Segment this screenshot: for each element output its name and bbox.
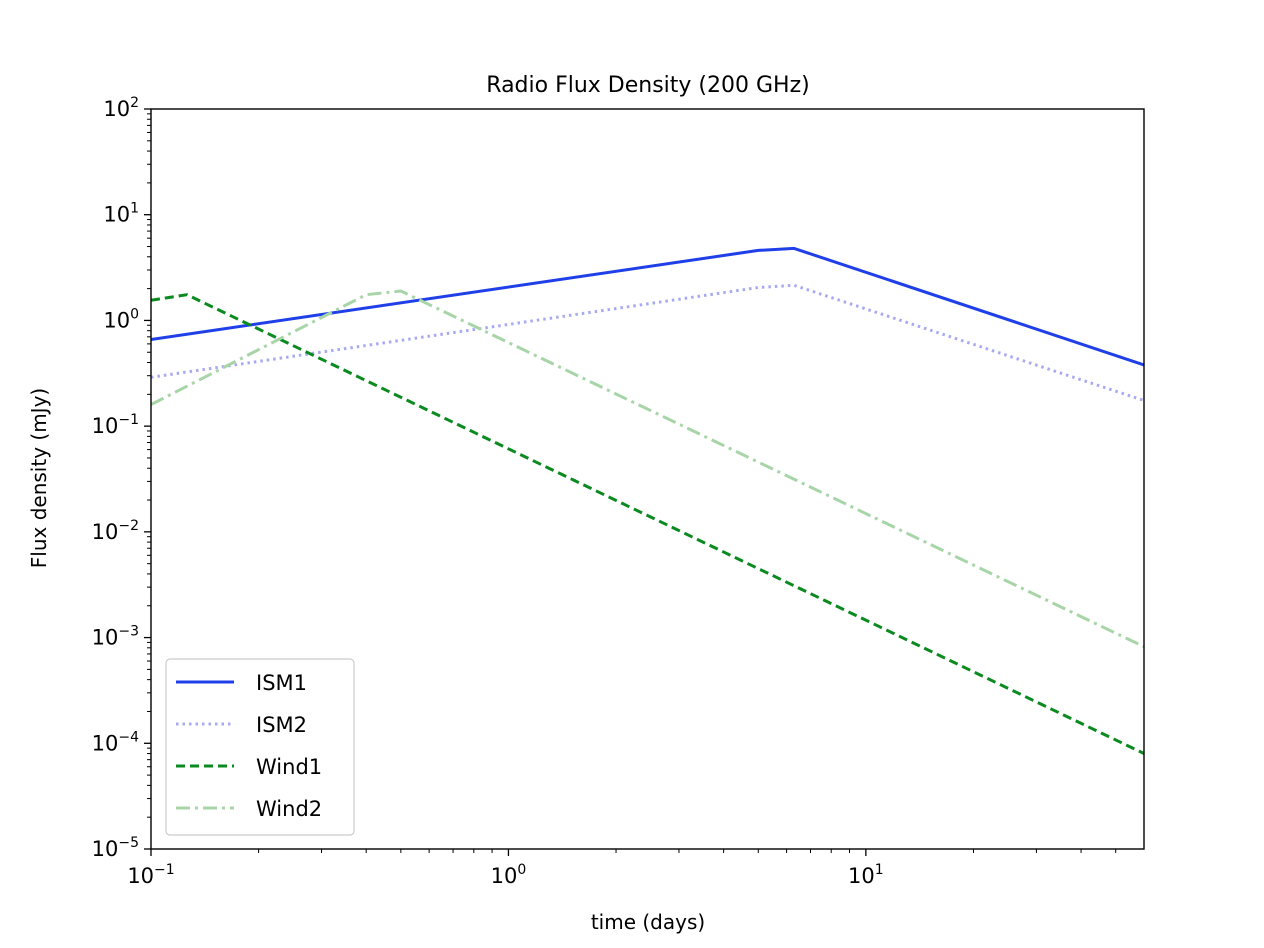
- y-tick-label: 10−4: [92, 729, 139, 755]
- legend-entries: ISM1 ISM2 Wind1 Wind2: [176, 671, 322, 821]
- major-ticks: [144, 108, 867, 856]
- y-tick-label: 100: [103, 306, 139, 332]
- chart-title: Radio Flux Density (200 GHz): [486, 73, 809, 98]
- y-axis-label: Flux density (mJy): [27, 388, 51, 568]
- series-line-ism1: [151, 246, 1144, 367]
- x-axis-label: time (days): [591, 910, 705, 934]
- legend-box: [165, 658, 355, 836]
- legend-label-wind1: Wind1: [256, 755, 322, 779]
- x-tick-label: 101: [848, 862, 884, 888]
- y-tick-label: 10−1: [92, 412, 139, 438]
- y-tick-label: 101: [103, 201, 139, 227]
- y-tick-label: 10−2: [92, 518, 139, 544]
- plot-frame: [150, 108, 1145, 850]
- y-tick-label: 10−5: [92, 835, 139, 861]
- series-line-wind1: [151, 293, 1144, 755]
- legend-label-ism1: ISM1: [256, 671, 307, 695]
- series-lines: [151, 246, 1144, 755]
- legend-label-ism2: ISM2: [256, 713, 307, 737]
- series-line-wind2: [151, 289, 1144, 649]
- x-tick-label: 10−1: [127, 862, 174, 888]
- y-tick-label: 102: [103, 95, 139, 121]
- y-tick-label: 10−3: [92, 624, 139, 650]
- legend: ISM1 ISM2 Wind1 Wind2: [165, 658, 355, 836]
- series-line-ism2: [151, 283, 1144, 402]
- x-tick-label: 100: [491, 862, 527, 888]
- legend-label-wind2: Wind2: [256, 797, 322, 821]
